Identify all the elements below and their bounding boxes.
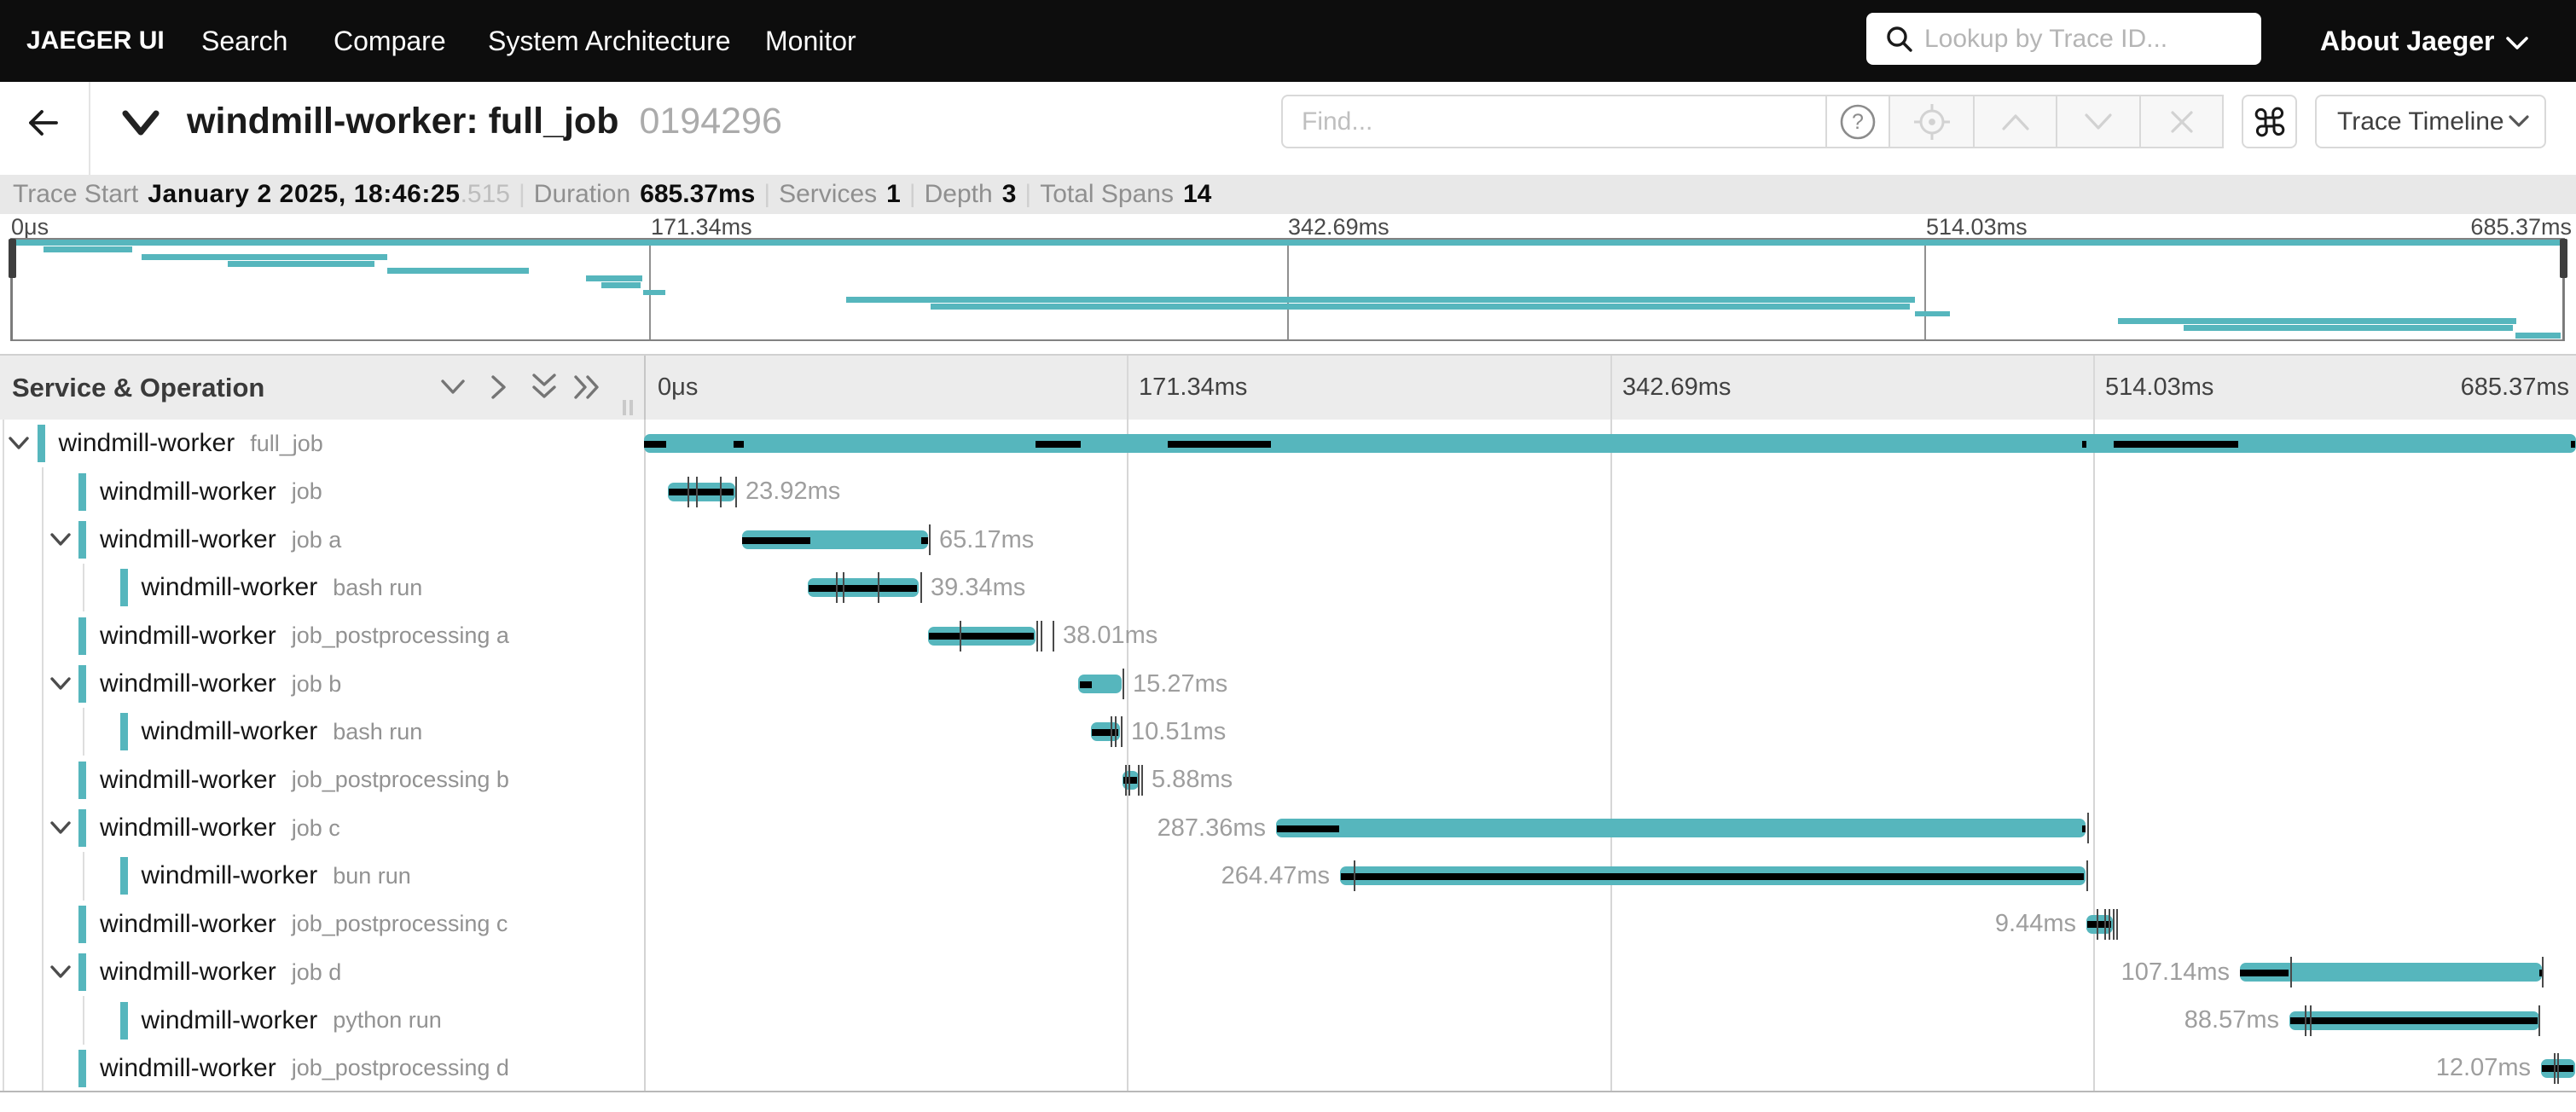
svg-text:?: ? [1852, 110, 1864, 134]
